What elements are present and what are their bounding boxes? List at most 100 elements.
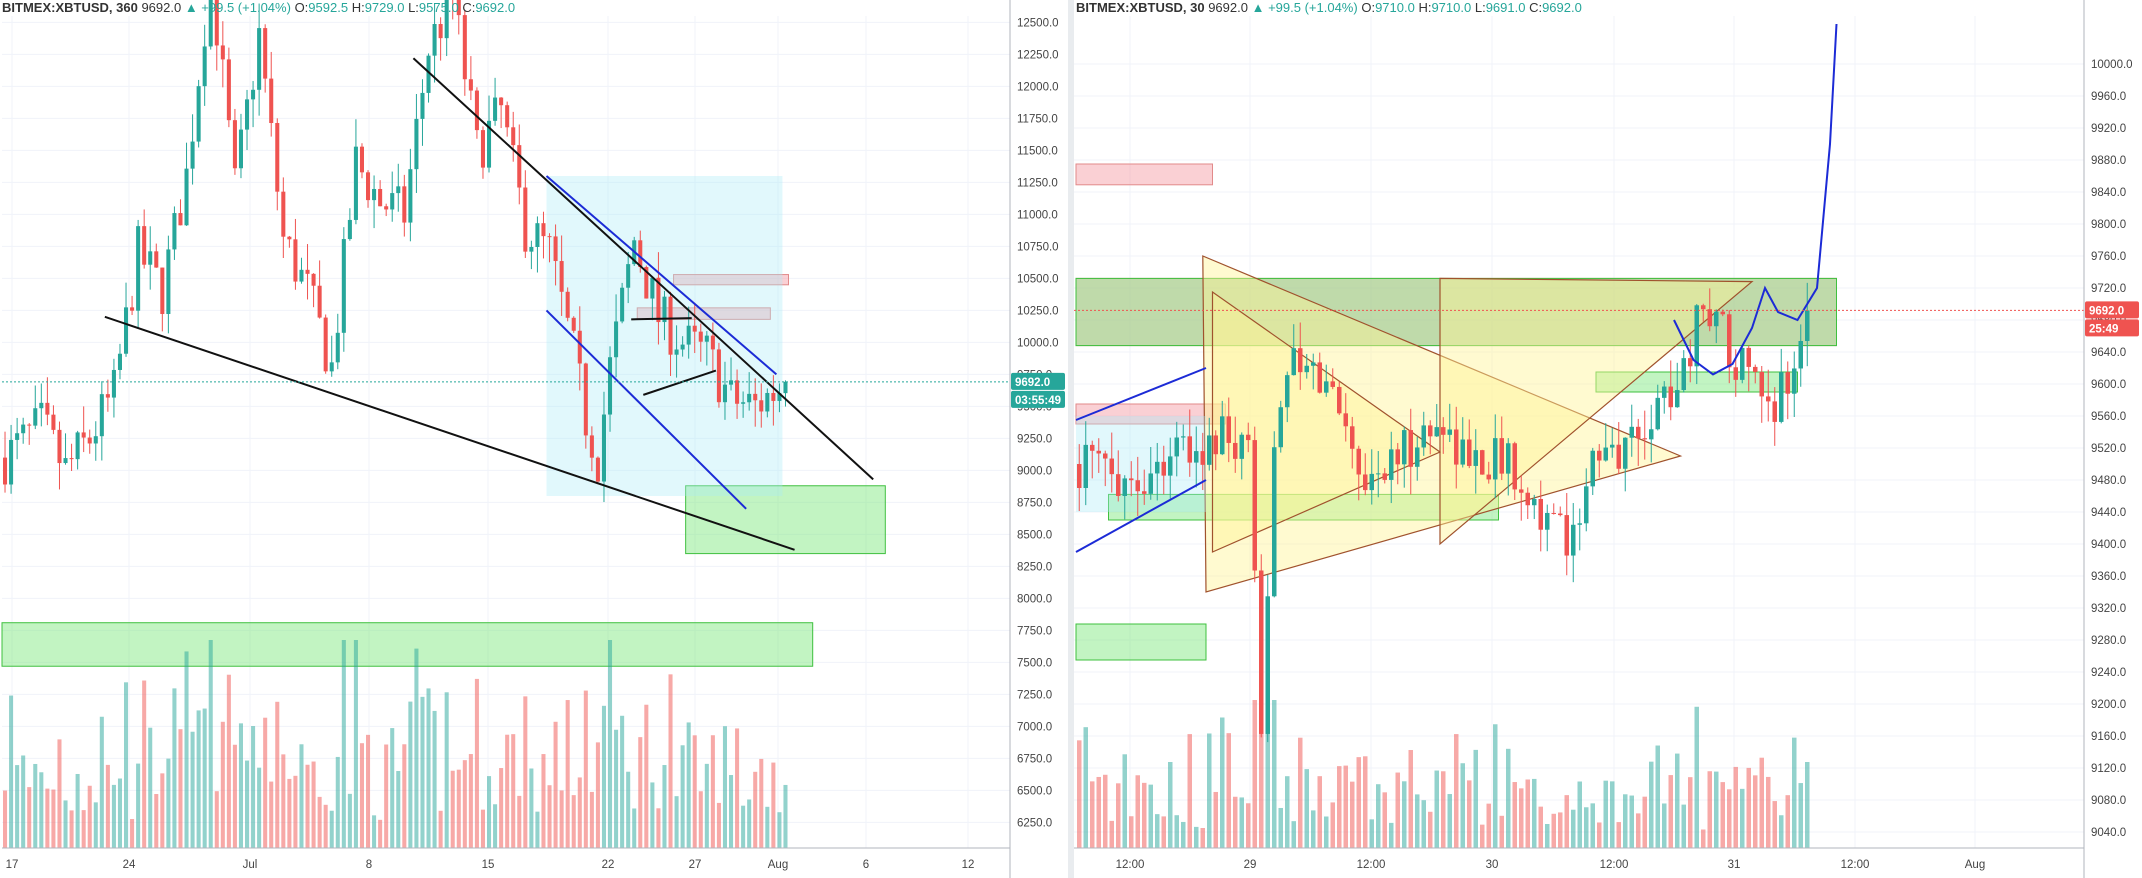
- left-volume-bar: [93, 802, 98, 848]
- right-candle: [1122, 478, 1127, 496]
- right-high-label: H:: [1418, 0, 1432, 15]
- left-volume-bar: [499, 768, 504, 848]
- left-y-tick-label: 6250.0: [1017, 817, 1052, 829]
- right-candle: [1499, 438, 1504, 474]
- right-volume-bar: [1584, 807, 1589, 848]
- right-candle: [1090, 444, 1095, 451]
- right-volume-bar: [1460, 763, 1465, 848]
- left-candle: [765, 392, 770, 412]
- right-volume-bar: [1733, 766, 1738, 848]
- left-volume-bar: [226, 674, 231, 848]
- right-candle: [1603, 447, 1608, 461]
- right-timer-tag: 25:49: [2089, 323, 2118, 335]
- left-candle: [638, 240, 643, 268]
- right-open-label: O:: [1361, 0, 1376, 15]
- right-volume-bar: [1688, 777, 1693, 848]
- right-volume-bar: [1161, 816, 1166, 848]
- right-volume-bar: [1707, 771, 1712, 848]
- right-y-tick-label: 9160.0: [2091, 731, 2126, 743]
- right-trend-line: [1075, 479, 1207, 553]
- right-change: ▲ +99.5 (+1.04%): [1251, 0, 1358, 15]
- right-volume-bar: [1681, 804, 1686, 848]
- left-candle: [589, 435, 594, 458]
- right-volume-bar: [1473, 749, 1478, 848]
- left-candle: [245, 99, 250, 130]
- left-candle: [105, 394, 110, 398]
- right-y-tick-label: 9480.0: [2091, 475, 2126, 487]
- left-chart-canvas[interactable]: 12500.0 12250.0 12000.0 11750.0 11500.0 11250…: [0, 0, 1068, 878]
- left-candle: [238, 129, 243, 169]
- left-candle: [456, 0, 461, 16]
- right-volume-bar: [1675, 753, 1680, 848]
- right-candle: [1096, 450, 1101, 454]
- left-volume-bar: [493, 804, 498, 848]
- left-volume-bar: [347, 793, 352, 848]
- left-volume-bar: [196, 710, 201, 848]
- left-candle: [444, 0, 449, 39]
- left-volume-bar: [378, 819, 383, 848]
- left-volume-bar: [698, 791, 703, 848]
- left-volume-bar: [154, 794, 159, 848]
- left-volume-bar: [269, 781, 274, 848]
- right-volume-bar: [1252, 700, 1257, 848]
- left-candle: [529, 246, 534, 252]
- left-volume-bar: [474, 678, 479, 848]
- right-candle: [1434, 427, 1439, 437]
- left-trend-line: [642, 369, 717, 396]
- left-candle: [438, 23, 443, 39]
- left-volume-bar: [329, 810, 334, 848]
- right-candle: [1395, 449, 1400, 465]
- right-candle: [1285, 375, 1290, 408]
- right-chart-panel[interactable]: BITMEX:XBTUSD, 30 9692.0 ▲ +99.5 (+1.04%…: [1074, 0, 2142, 878]
- right-volume-bar: [1421, 800, 1426, 848]
- right-candle: [1226, 416, 1231, 443]
- panel-divider[interactable]: [1068, 0, 1074, 878]
- left-price-tag: 9692.0: [1015, 377, 1050, 389]
- right-support-zone: [1075, 623, 1207, 661]
- right-candle: [1805, 310, 1810, 341]
- left-volume-bar: [105, 764, 110, 848]
- left-candle: [462, 15, 467, 80]
- right-y-tick-label: 9880.0: [2091, 155, 2126, 167]
- right-candle: [1350, 426, 1355, 449]
- left-volume-bar: [632, 808, 637, 848]
- right-x-tick-label: 12:00: [1600, 859, 1629, 871]
- left-candle: [614, 321, 619, 358]
- right-volume-bar: [1441, 771, 1446, 848]
- right-symbol: BITMEX:XBTUSD, 30: [1076, 0, 1205, 15]
- left-x-tick-label: 17: [6, 859, 19, 871]
- left-volume-bar: [117, 778, 122, 848]
- left-volume-bar: [535, 811, 540, 848]
- right-candle: [1421, 425, 1426, 448]
- left-timer-tag: 03:55:49: [1015, 395, 1061, 407]
- left-candle: [722, 384, 727, 403]
- left-volume-bar: [124, 682, 129, 848]
- right-candle: [1753, 366, 1758, 372]
- right-candle: [1324, 381, 1329, 393]
- left-x-tick-label: 27: [689, 859, 702, 871]
- right-low: 9691.0: [1485, 0, 1526, 15]
- left-candle: [704, 335, 709, 342]
- left-candle: [577, 330, 582, 364]
- right-volume-bar: [1779, 815, 1784, 848]
- left-trend-line: [104, 315, 795, 551]
- right-candle: [1330, 381, 1335, 387]
- right-candle: [1382, 473, 1387, 480]
- left-candle: [547, 236, 552, 238]
- right-x-tick-label: 12:00: [1841, 859, 1870, 871]
- right-chart-canvas[interactable]: 10000.0 9960.0 9920.0 9880.0 9840.0 9800.0 976…: [1074, 0, 2142, 878]
- right-open: 9710.0: [1375, 0, 1415, 15]
- left-volume-bar: [335, 756, 340, 848]
- left-chart-panel[interactable]: BITMEX:XBTUSD, 360 9692.0 ▲ +99.5 (+1.04…: [0, 0, 1068, 878]
- right-volume-bar: [1408, 750, 1413, 848]
- left-low-label: L:: [408, 0, 419, 15]
- left-x-tick-label: Jul: [243, 859, 258, 871]
- right-volume-bar: [1168, 762, 1173, 848]
- left-y-tick-label: 6750.0: [1017, 753, 1052, 765]
- right-candle: [1304, 365, 1309, 373]
- right-volume-bar: [1278, 807, 1283, 848]
- left-candle: [644, 267, 649, 299]
- right-candle: [1564, 515, 1569, 556]
- left-volume-bar: [656, 808, 661, 848]
- left-candle: [716, 349, 721, 403]
